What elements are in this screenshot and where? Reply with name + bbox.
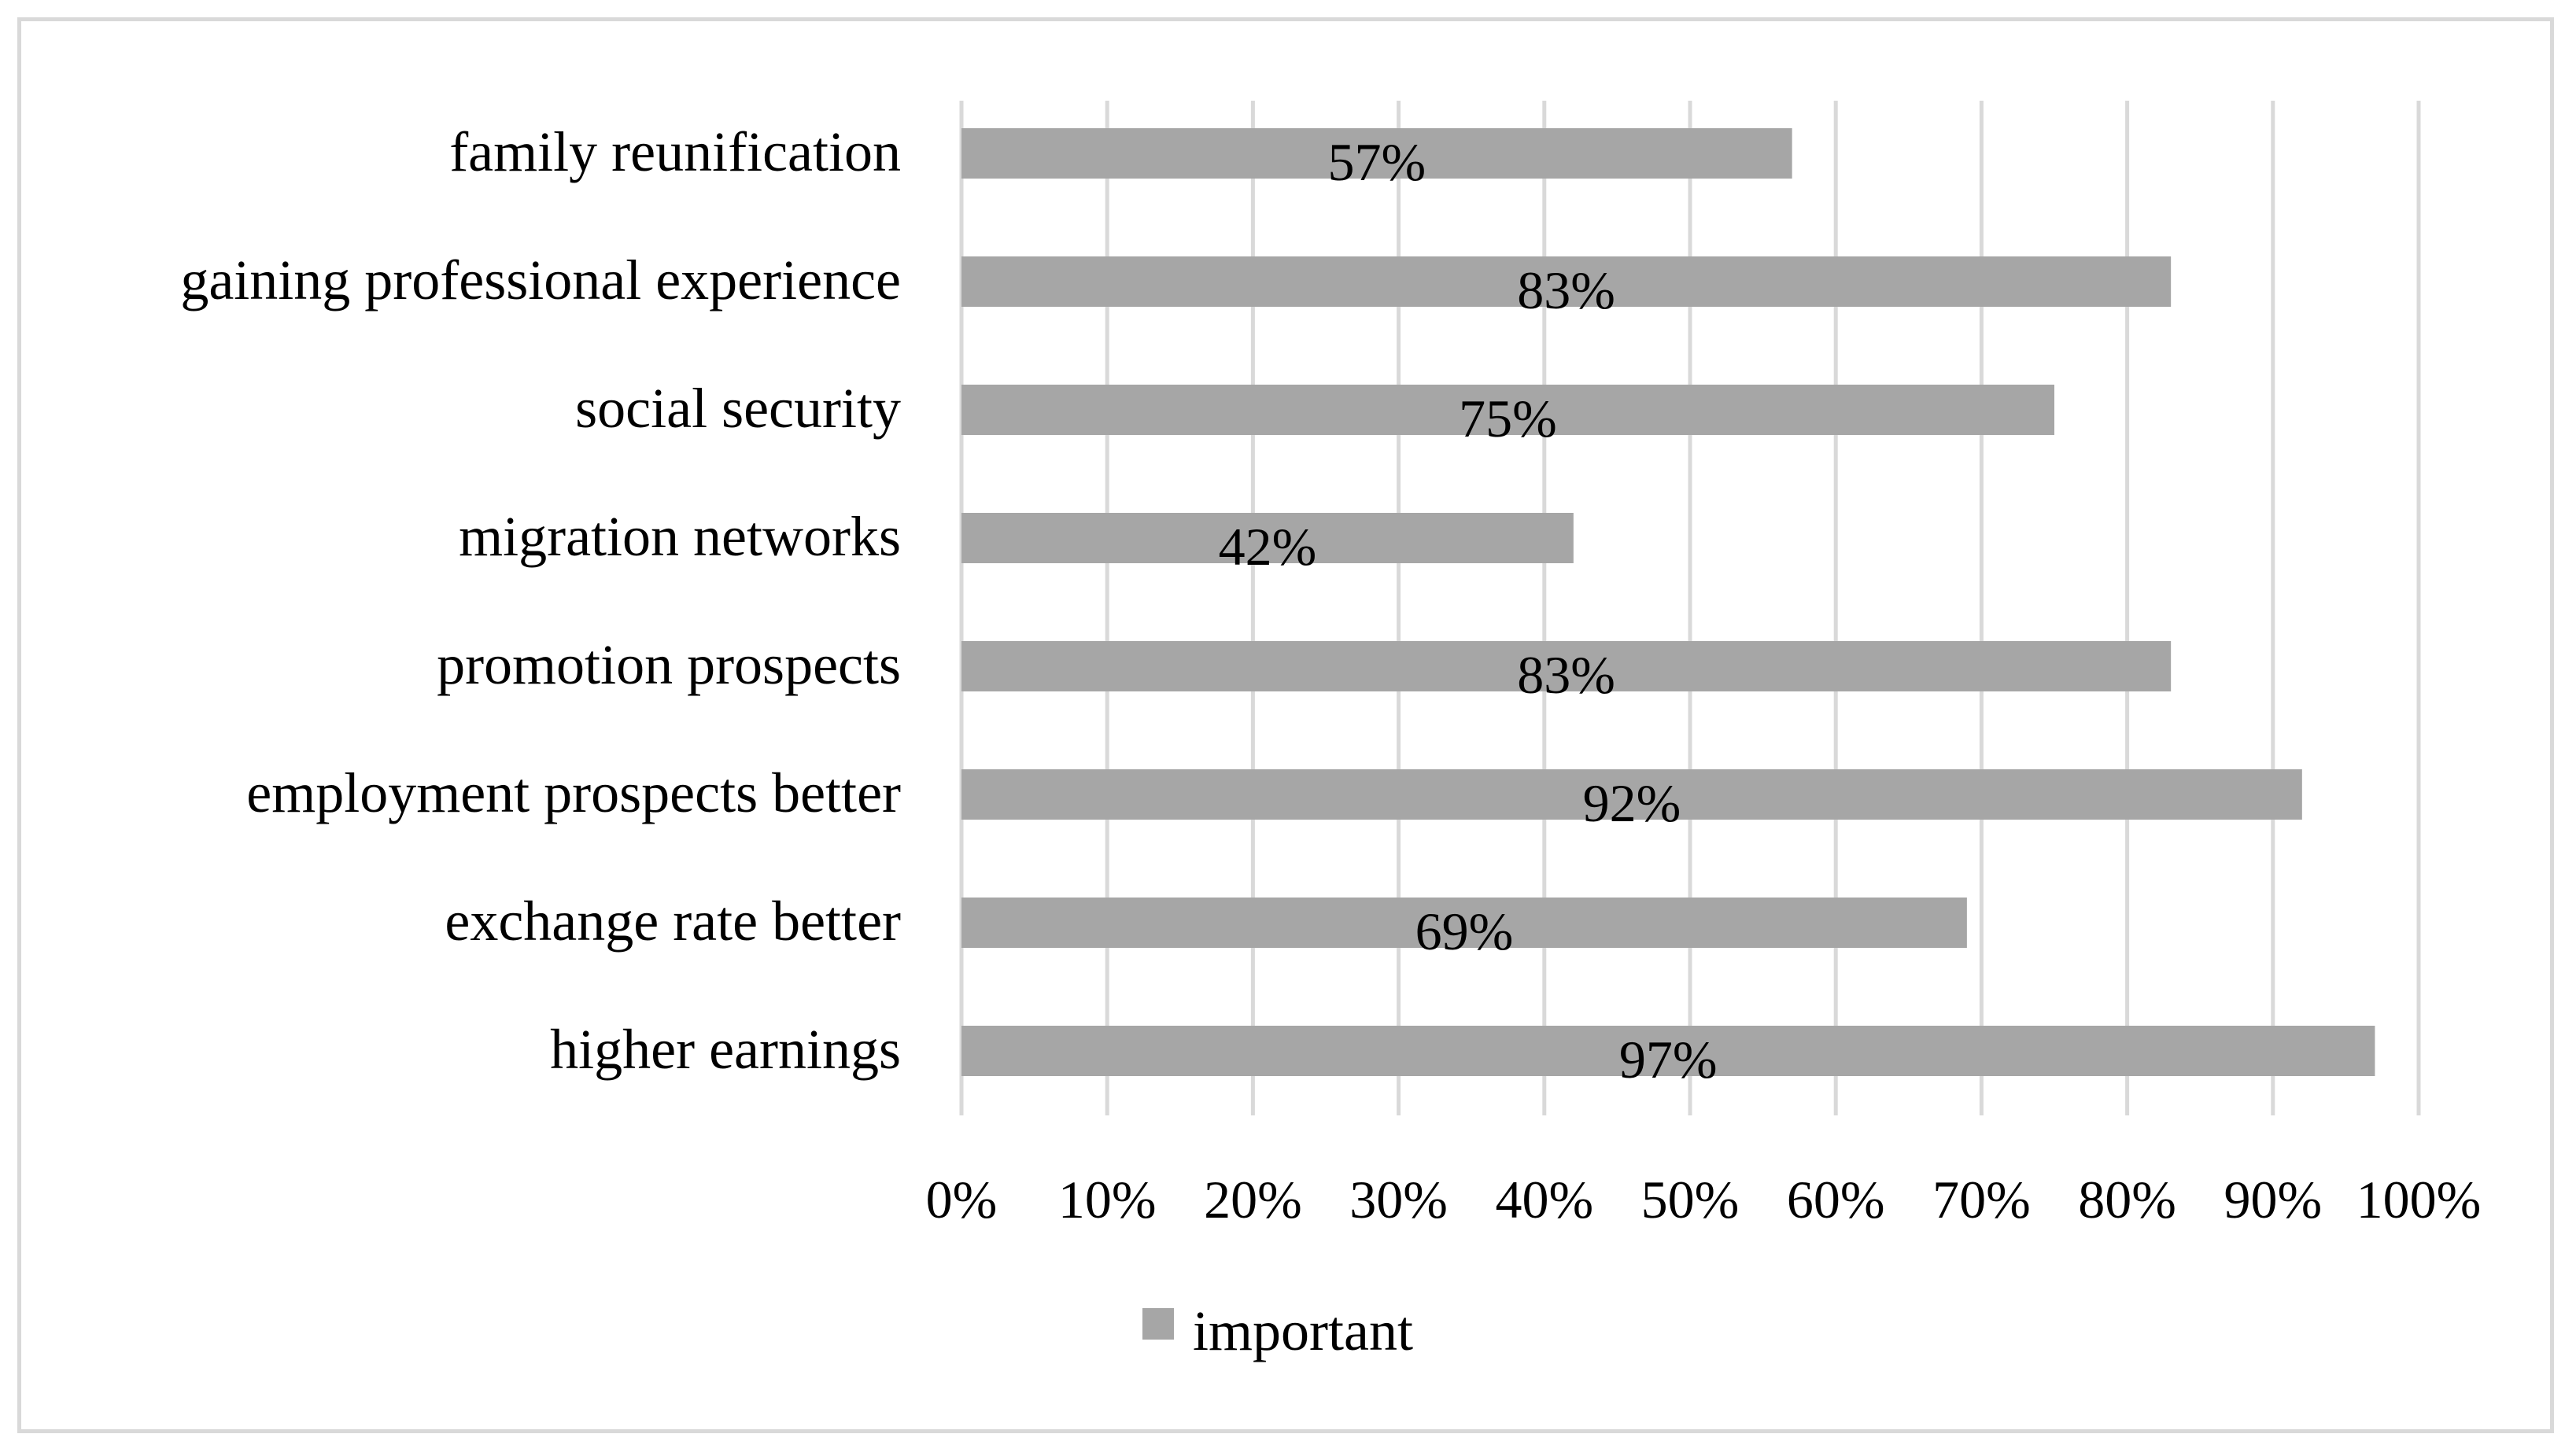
category-label: promotion prospects: [437, 633, 901, 696]
bar: [961, 898, 1967, 948]
category-label: migration networks: [459, 505, 901, 568]
data-label: 97%: [1619, 1030, 1718, 1089]
data-label: 83%: [1517, 645, 1615, 705]
data-label: 75%: [1459, 389, 1557, 448]
legend-swatch: [1142, 1308, 1174, 1340]
bar: [961, 1026, 2375, 1076]
bar: [961, 128, 1792, 179]
category-label: social security: [575, 377, 901, 440]
bar: [961, 385, 2054, 435]
bar: [961, 513, 1574, 563]
x-tick-label: 70%: [1932, 1170, 2031, 1229]
category-label: higher earnings: [550, 1018, 901, 1081]
data-label: 92%: [1583, 773, 1681, 833]
x-tick-label: 40%: [1495, 1170, 1593, 1229]
data-label: 57%: [1327, 132, 1426, 192]
x-tick-label: 0%: [926, 1170, 998, 1229]
category-label: gaining professional experience: [180, 249, 901, 311]
bar: [961, 769, 2302, 820]
x-tick-label: 80%: [2078, 1170, 2176, 1229]
category-label: family reunification: [449, 120, 901, 183]
bar: [961, 256, 2172, 307]
bar: [961, 641, 2172, 691]
x-tick-label: 50%: [1641, 1170, 1740, 1229]
x-tick-label: 20%: [1204, 1170, 1302, 1229]
x-tick-label: 90%: [2224, 1170, 2322, 1229]
x-tick-label: 30%: [1349, 1170, 1448, 1229]
chart-frame: [17, 17, 2554, 1433]
x-tick-label: 10%: [1058, 1170, 1157, 1229]
legend-label: important: [1193, 1299, 1413, 1362]
category-label: exchange rate better: [445, 890, 901, 953]
data-label: 69%: [1415, 901, 1514, 961]
x-tick-label: 100%: [2356, 1170, 2482, 1229]
x-tick-label: 60%: [1787, 1170, 1885, 1229]
data-label: 83%: [1517, 260, 1615, 320]
data-label: 42%: [1219, 517, 1317, 577]
category-label: employment prospects better: [246, 761, 901, 824]
